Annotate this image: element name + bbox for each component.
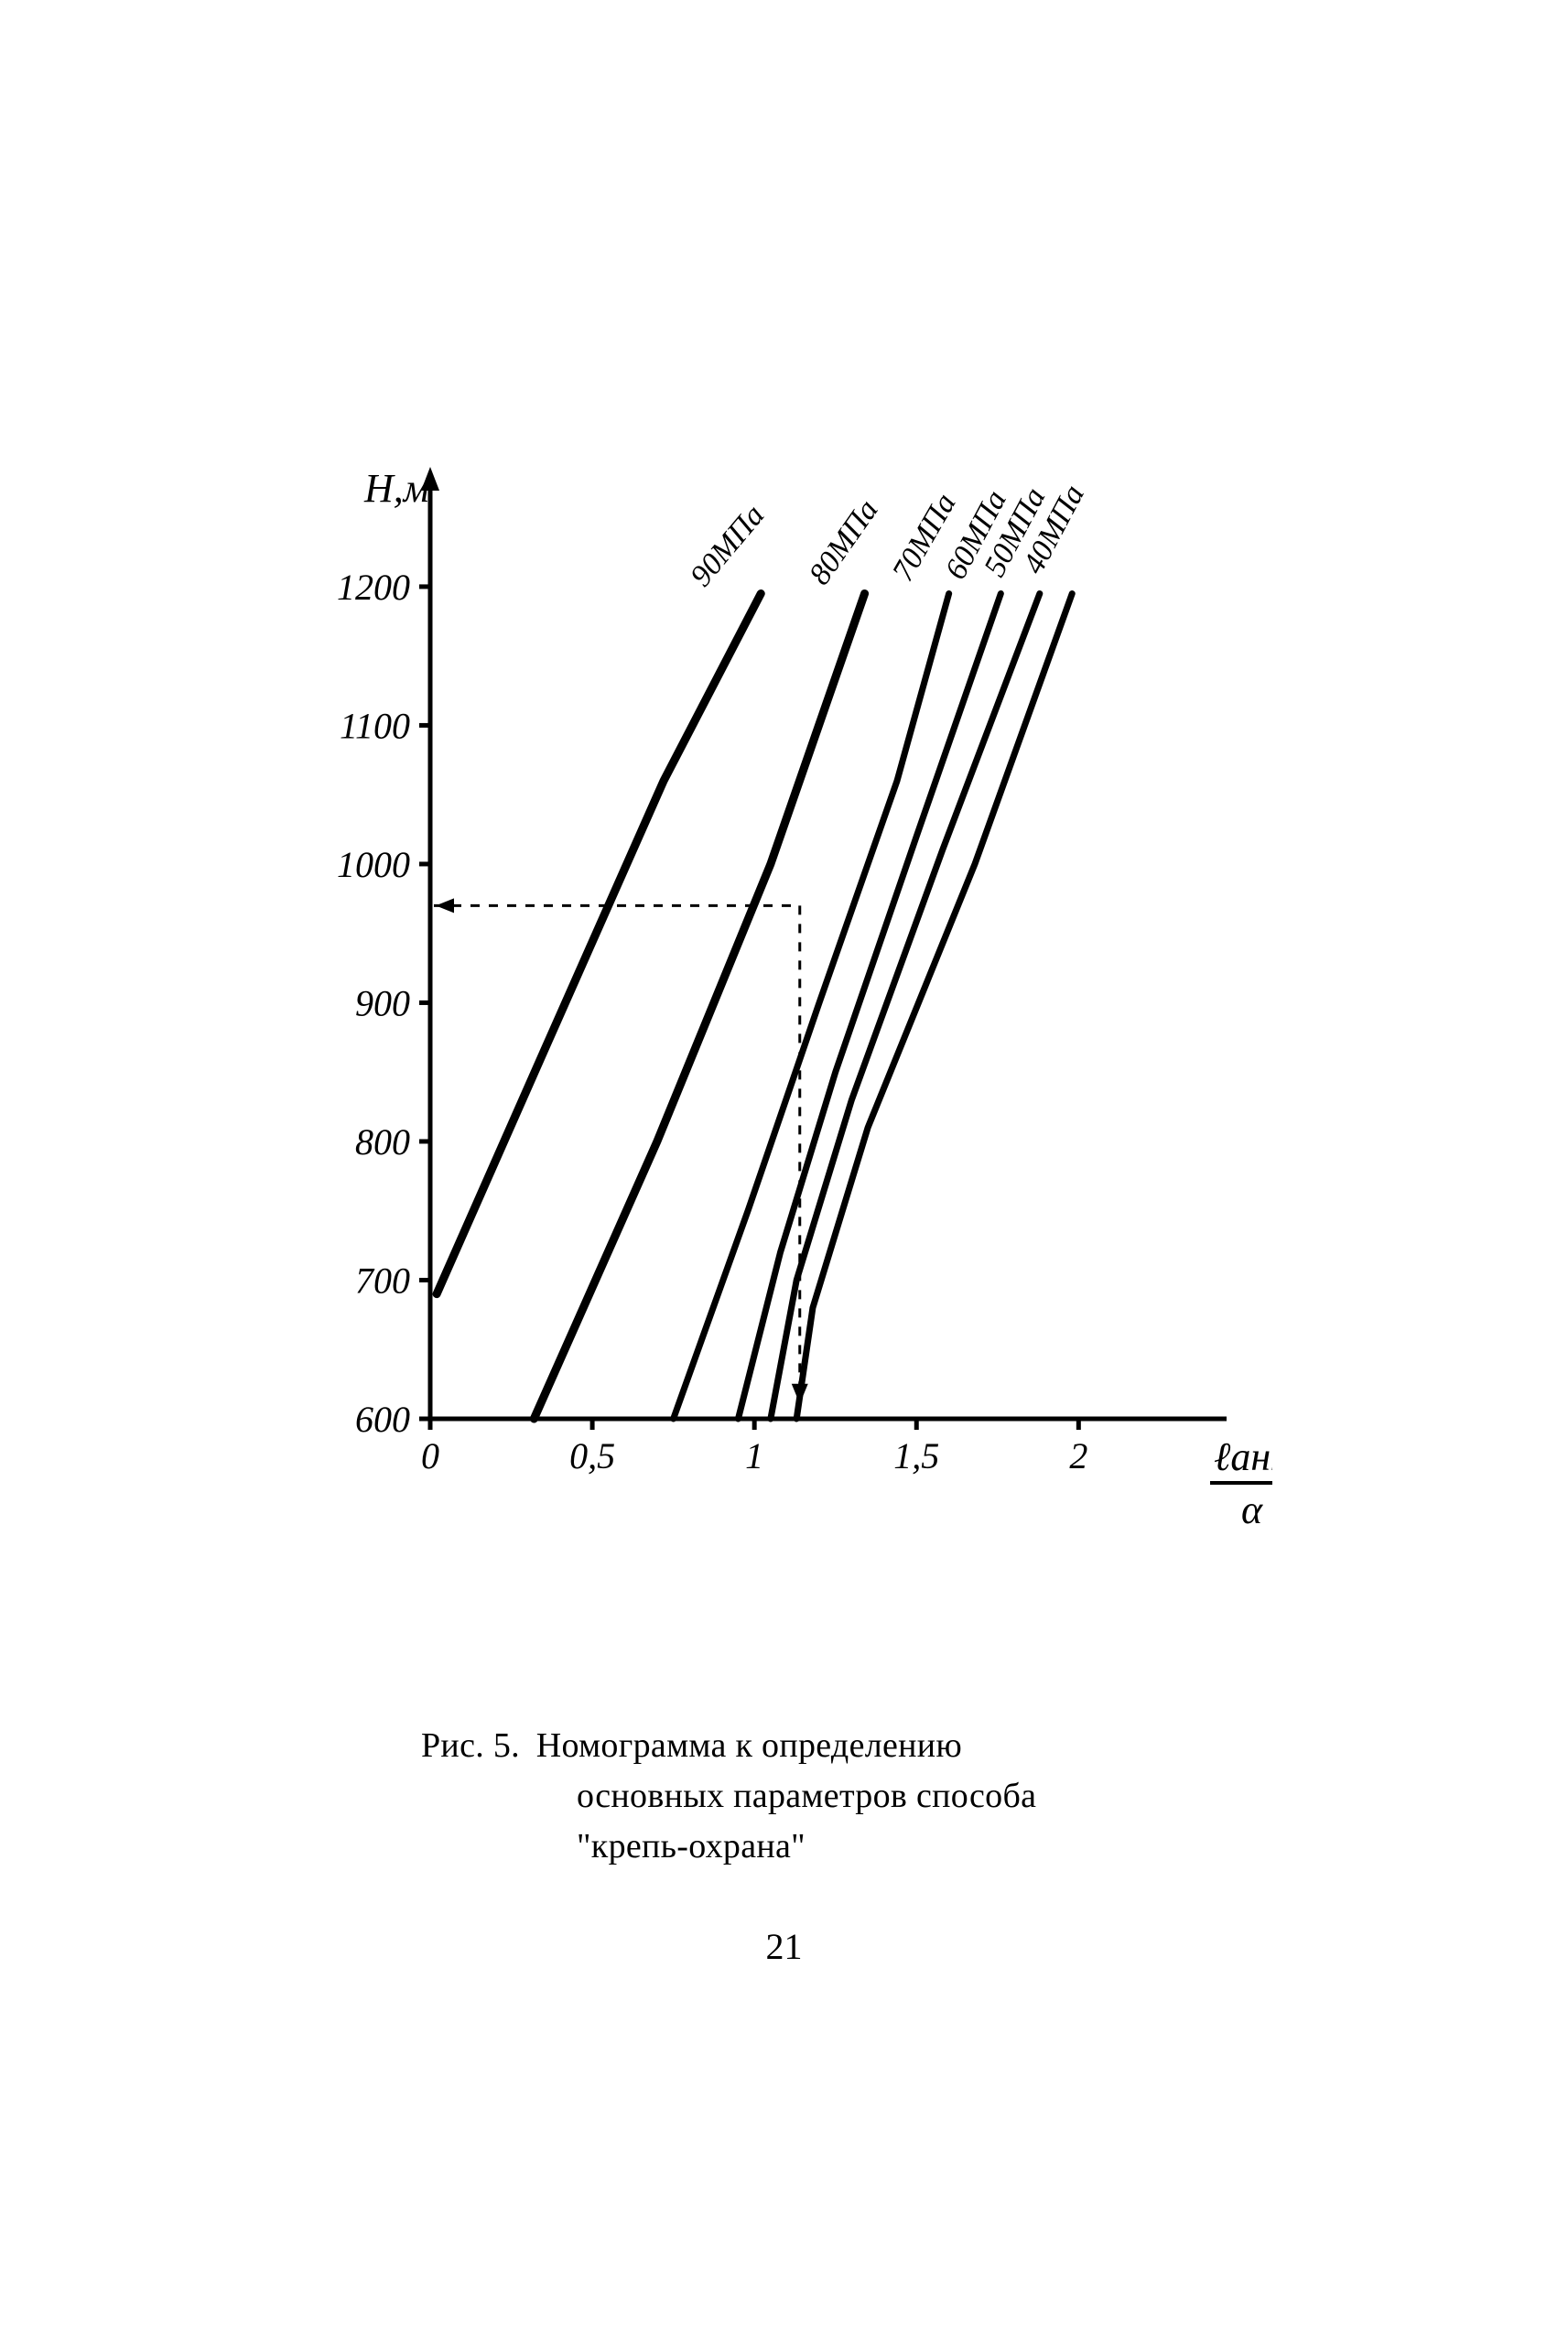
svg-text:90МПа: 90МПа [684, 499, 771, 593]
caption-line3: "крепь-охрана" [577, 1822, 1172, 1872]
nomogram-chart: 600 700 800 900 1000 1100 1200 H,м 0 0,5 1 1,5 2 ℓанк… [311, 449, 1272, 1584]
svg-text:80МПа: 80МПа [803, 493, 885, 590]
caption-line2: основных параметров способа [577, 1771, 1172, 1822]
caption-lead: Рис. 5. [421, 1726, 520, 1765]
figure-caption: Рис. 5. Номограмма к определению основны… [421, 1721, 1172, 1872]
svg-text:900: 900 [355, 982, 410, 1023]
caption-line1: Номограмма к определению [536, 1726, 962, 1765]
svg-text:800: 800 [355, 1121, 410, 1162]
svg-text:2: 2 [1069, 1435, 1087, 1476]
svg-text:0,5: 0,5 [569, 1435, 615, 1476]
svg-text:700: 700 [355, 1260, 410, 1301]
svg-text:ℓанк: ℓанк [1214, 1434, 1272, 1479]
svg-text:1100: 1100 [340, 705, 410, 746]
svg-text:0: 0 [421, 1435, 439, 1476]
svg-text:600: 600 [355, 1399, 410, 1440]
svg-text:α: α [1241, 1487, 1263, 1532]
svg-text:1,5: 1,5 [893, 1435, 939, 1476]
svg-text:1200: 1200 [337, 567, 410, 608]
page-number: 21 [0, 1925, 1568, 1968]
svg-text:H,м: H,м [363, 466, 429, 511]
svg-text:1: 1 [745, 1435, 763, 1476]
svg-text:1000: 1000 [337, 844, 410, 885]
